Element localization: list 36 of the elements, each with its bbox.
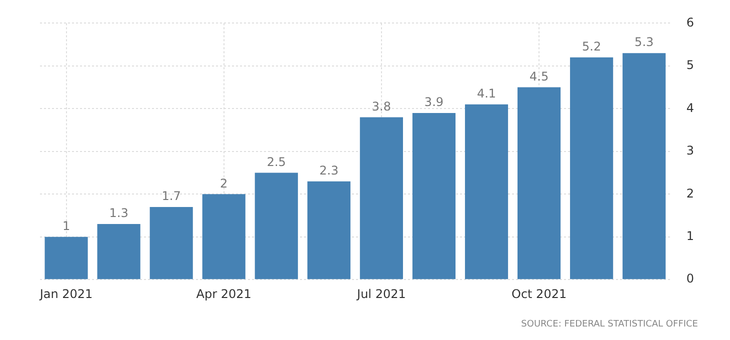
bar [412, 112, 456, 280]
y-tick-label: 6 [686, 15, 694, 30]
y-tick-label: 0 [686, 272, 694, 286]
x-tick-label: Oct 2021 [511, 286, 567, 301]
data-label: 2 [220, 176, 228, 190]
x-tick-label: Jan 2021 [38, 286, 93, 301]
bar [464, 104, 508, 280]
y-tick-label: 3 [686, 144, 694, 158]
bar [518, 87, 561, 280]
bar [202, 194, 246, 280]
data-label: 1 [62, 218, 70, 233]
bar [307, 181, 350, 280]
data-label: 2.3 [319, 163, 338, 178]
y-tick-label: 4 [686, 100, 694, 115]
x-tick-label: Apr 2021 [196, 286, 252, 301]
bar [622, 53, 666, 280]
bar [97, 224, 140, 280]
data-label: 1.7 [162, 189, 181, 204]
bar [150, 206, 193, 280]
y-tick-label: 1 [686, 228, 694, 243]
source-note: SOURCE: FEDERAL STATISTICAL OFFICE [521, 319, 698, 330]
data-label: 3.9 [424, 95, 444, 110]
y-tick-label: 2 [686, 186, 694, 200]
bar [570, 57, 614, 280]
data-label: 4.1 [476, 86, 496, 101]
x-tick-label: Jul 2021 [356, 286, 406, 301]
data-label: 1.3 [109, 206, 128, 220]
data-label: 3.8 [372, 99, 391, 114]
data-label: 5.3 [634, 35, 654, 50]
data-label: 4.5 [529, 69, 549, 84]
bar [254, 172, 298, 280]
bar [360, 117, 403, 280]
bar [44, 236, 88, 280]
y-tick-label: 5 [686, 58, 694, 72]
data-label: 2.5 [266, 154, 286, 169]
data-label: 5.2 [582, 40, 602, 54]
